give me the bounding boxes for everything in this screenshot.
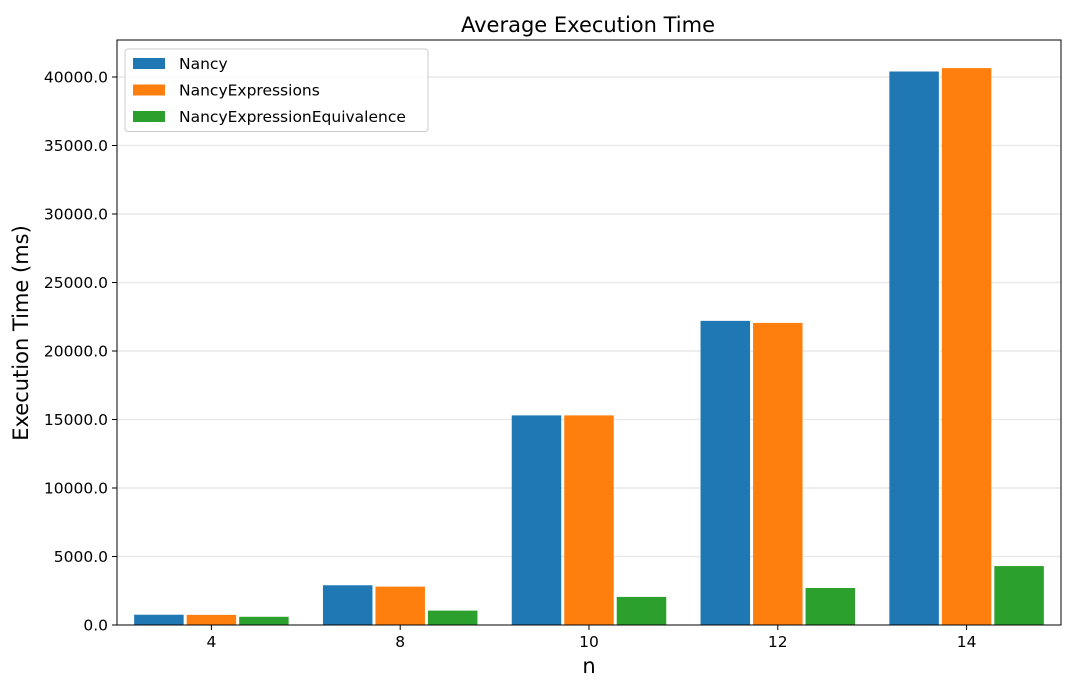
legend: Nancy NancyExpressions NancyExpressionEqui… — [124, 48, 429, 132]
bar-NancyExpressions-4 — [186, 614, 237, 625]
bars-group — [134, 68, 1044, 626]
chart-title: Average Execution Time — [461, 13, 715, 37]
bar-NancyExpressionEquivalence-4 — [239, 616, 289, 625]
legend-label: Nancy — [179, 55, 228, 73]
y-tick-label: 10000.0 — [44, 479, 108, 497]
legend-box — [124, 48, 429, 132]
bar-NancyExpressions-8 — [375, 586, 425, 625]
y-axis-label: Execution Time (ms) — [9, 225, 33, 441]
x-tick-label: 14 — [957, 633, 977, 651]
legend-label: NancyExpressionEquivalence — [179, 108, 406, 126]
bar-NancyExpressionEquivalence-14 — [994, 566, 1044, 625]
y-tick-label: 25000.0 — [44, 274, 108, 292]
x-tick-label: 10 — [579, 633, 599, 651]
bar-NancyExpressions-10 — [564, 415, 614, 625]
x-tick-label: 8 — [395, 633, 405, 651]
y-tick-label: 5000.0 — [54, 548, 108, 566]
bar-NancyExpressions-12 — [753, 322, 803, 625]
legend-swatch — [133, 84, 165, 96]
legend-label: NancyExpressions — [179, 82, 320, 100]
legend-swatch — [133, 58, 165, 69]
bar-Nancy-4 — [134, 614, 184, 625]
x-tick-label: 4 — [206, 633, 216, 651]
bar-NancyExpressionEquivalence-8 — [427, 610, 478, 625]
x-axis-ticks: 4 8 10 12 14 — [206, 625, 976, 651]
y-axis-ticks: 0.0 5000.0 10000.0 15000.0 20000.0 25000.0 300… — [44, 68, 117, 635]
bar-Nancy-10 — [511, 415, 562, 625]
y-tick-label: 15000.0 — [44, 411, 108, 429]
y-tick-label: 30000.0 — [44, 205, 108, 223]
y-tick-label: 20000.0 — [44, 342, 108, 360]
y-tick-label: 35000.0 — [44, 137, 108, 155]
bar-NancyExpressionEquivalence-12 — [805, 588, 856, 625]
x-axis-label: n — [582, 654, 595, 678]
bar-Nancy-14 — [889, 71, 939, 625]
y-tick-label: 40000.0 — [44, 68, 108, 86]
x-tick-label: 12 — [768, 633, 788, 651]
legend-swatch — [133, 111, 165, 122]
y-tick-label: 0.0 — [83, 617, 108, 635]
bar-NancyExpressionEquivalence-10 — [616, 596, 667, 625]
bar-NancyExpressions-14 — [941, 68, 992, 626]
bar-Nancy-12 — [700, 320, 751, 625]
bar-Nancy-8 — [322, 585, 373, 625]
